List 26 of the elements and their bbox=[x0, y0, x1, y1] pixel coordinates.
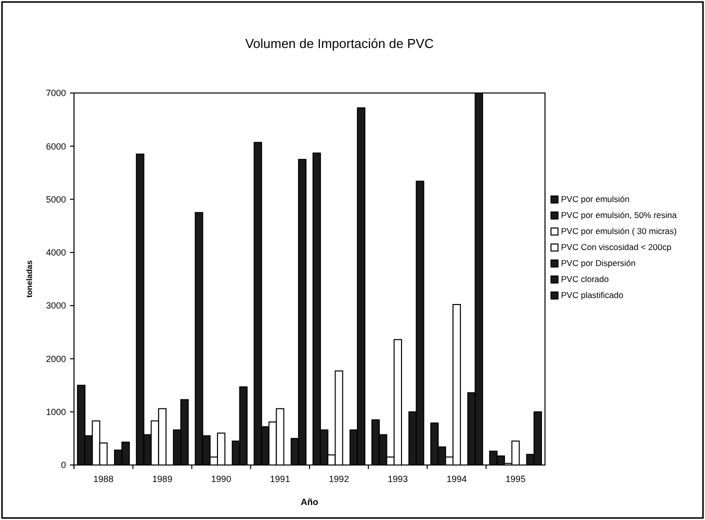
legend-label: PVC por emulsión, 50% resina bbox=[561, 210, 678, 220]
x-tick-label: 1994 bbox=[446, 474, 467, 484]
x-tick-label: 1989 bbox=[152, 474, 172, 484]
y-tick-label: 4000 bbox=[46, 248, 66, 258]
y-tick-label: 7000 bbox=[46, 88, 66, 98]
legend-label: PVC Con viscosidad < 200cp bbox=[561, 242, 672, 252]
y-axis-title: toneladas bbox=[25, 260, 34, 298]
y-tick-label: 0 bbox=[60, 460, 66, 470]
x-tick-label: 1990 bbox=[211, 474, 232, 484]
x-tick-label: 1991 bbox=[270, 474, 290, 484]
legend-label: PVC por Dispersión bbox=[561, 258, 636, 268]
y-tick-label: 3000 bbox=[46, 300, 66, 311]
legend-label: PVC clorado bbox=[561, 274, 609, 284]
legend-label: PVC por emulsión ( 30 micras) bbox=[561, 226, 677, 236]
y-tick-label: 6000 bbox=[46, 141, 66, 152]
chart-title: Volumen de Importación de PVC bbox=[245, 36, 434, 51]
legend-label: PVC plastificado bbox=[561, 290, 624, 300]
x-tick-label: 1995 bbox=[506, 474, 526, 484]
x-tick-label: 1988 bbox=[93, 474, 114, 484]
legend-label: PVC por emulsión bbox=[561, 194, 630, 204]
y-tick-label: 5000 bbox=[46, 194, 66, 204]
y-tick-label: 1000 bbox=[46, 407, 66, 418]
x-tick-label: 1993 bbox=[388, 474, 408, 484]
x-tick-label: 1992 bbox=[328, 474, 349, 484]
x-axis-title: Año bbox=[300, 497, 319, 507]
y-tick-label: 2000 bbox=[46, 354, 66, 364]
